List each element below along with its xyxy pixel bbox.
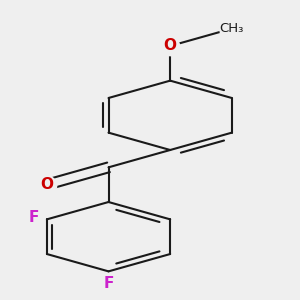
Text: O: O (164, 38, 177, 53)
Text: CH₃: CH₃ (220, 22, 244, 35)
Text: O: O (40, 177, 53, 192)
Text: F: F (103, 276, 114, 291)
Text: F: F (29, 210, 39, 225)
